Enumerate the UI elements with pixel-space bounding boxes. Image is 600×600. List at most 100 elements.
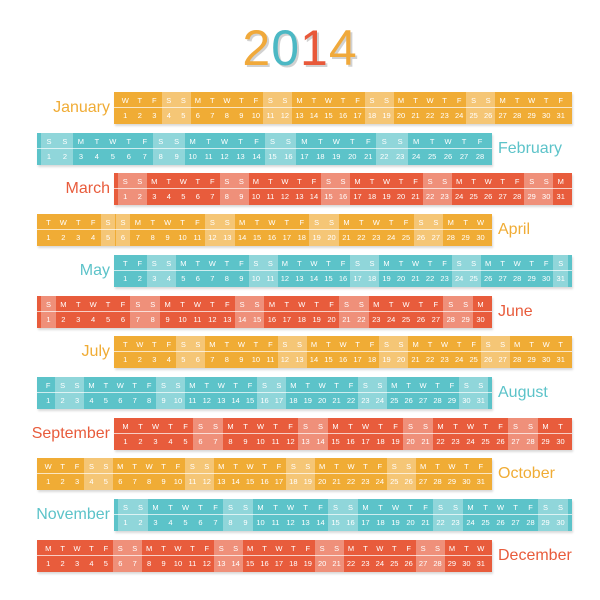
weekday-letter: M — [60, 299, 67, 309]
day-cell: S 26 — [413, 214, 429, 247]
day-cell: F 11 — [190, 214, 205, 246]
weekday-letter: T — [334, 462, 339, 472]
day-number: 26 — [496, 518, 505, 527]
weekday-letter: F — [288, 421, 293, 431]
day-number: 24 — [454, 355, 464, 365]
day-cell: T 29 — [458, 214, 473, 246]
weekday-letter: M — [332, 421, 339, 431]
day-number: 4 — [168, 518, 173, 527]
day-cell: W 29 — [445, 458, 459, 490]
month-label-december: December — [498, 546, 572, 564]
weekday-letter: S — [542, 503, 548, 512]
day-cell: W 26 — [440, 133, 456, 165]
weekday-letter: T — [314, 299, 319, 309]
day-cell: M 22 — [344, 540, 358, 572]
day-cell: T 11 — [268, 499, 283, 531]
weekday-letter: M — [343, 218, 350, 228]
weekday-letter: T — [168, 503, 173, 512]
day-number: 14 — [231, 395, 240, 405]
weekday-letter: T — [210, 299, 215, 309]
day-cell: T 15 — [321, 336, 336, 368]
day-number: 28 — [446, 233, 455, 243]
day-number: 28 — [513, 192, 522, 202]
day-number: 11 — [266, 111, 275, 120]
weekday-letter: S — [527, 421, 533, 431]
day-cell: S 29 — [538, 499, 553, 531]
day-number: 4 — [166, 355, 171, 365]
weekday-letter: T — [427, 340, 433, 350]
day-cell: M 29 — [445, 540, 459, 572]
day-number: 17 — [353, 273, 362, 283]
day-cell: S 12 — [277, 92, 293, 124]
day-number: 6 — [195, 273, 200, 283]
day-cell: S 13 — [214, 539, 229, 572]
day-number: 7 — [210, 273, 215, 283]
day-cell: T 28 — [430, 377, 444, 409]
day-cell: S 26 — [401, 458, 416, 491]
weekday-letter: W — [310, 258, 318, 268]
day-cell: T 13 — [292, 255, 307, 287]
weekday-letter: F — [329, 299, 334, 309]
weekday-letter: S — [276, 380, 282, 390]
day-number: 5 — [183, 436, 188, 446]
weekday-letter: F — [478, 462, 484, 472]
day-number: 21 — [364, 151, 373, 161]
weekday-letter: S — [317, 421, 323, 431]
day-cell: W 12 — [217, 133, 233, 165]
day-number: 4 — [166, 111, 171, 120]
day-number: 23 — [372, 314, 381, 324]
day-number: 12 — [208, 233, 217, 243]
day-number: 22 — [346, 558, 356, 568]
day-cell: W 19 — [379, 173, 394, 205]
day-cell: S 27 — [495, 336, 510, 369]
day-number: 4 — [166, 192, 171, 202]
day-number: 21 — [411, 273, 420, 283]
weekday-letter: M — [152, 503, 159, 512]
day-number: 1 — [123, 192, 128, 202]
weekday-letter: W — [286, 503, 295, 512]
weekday-letter: F — [210, 177, 215, 187]
weekday-letter: T — [94, 136, 100, 146]
day-cell: S 12 — [199, 458, 215, 491]
day-cell: M 25 — [387, 377, 401, 409]
day-number: 15 — [245, 558, 255, 568]
weekday-letter: S — [381, 136, 387, 146]
weekday-letter: W — [121, 96, 129, 105]
month-band-february: S 1 S 2 M 3 T 4 W 5 T 6 F 7 S 8 S 9 M 10 T 11 W 12 T 13 F 14 S 15 S 16 M… — [37, 132, 492, 165]
day-number: 2 — [61, 314, 66, 324]
day-number: 15 — [252, 233, 262, 243]
day-cell: W 26 — [493, 499, 508, 531]
day-cell: F 15 — [243, 377, 257, 409]
weekday-letter: S — [558, 258, 564, 268]
weekday-letter: S — [269, 136, 275, 146]
day-cell: W 16 — [336, 336, 351, 368]
weekday-letter: S — [137, 177, 143, 187]
day-cell: T 20 — [403, 499, 418, 531]
weekday-letter: S — [254, 299, 260, 309]
day-cell: F 28 — [510, 173, 525, 205]
day-number: 20 — [396, 273, 406, 283]
weekday-letter: M — [447, 218, 454, 228]
day-cell: M 18 — [286, 377, 300, 409]
month-band-november: S 1 S 2 M 3 T 4 W 5 T 6 F 7 S 8 S 9 M 10 T 11 W 12 T 13 F 14 S 15 S 16 M… — [114, 499, 572, 531]
day-cell: T 16 — [336, 92, 351, 124]
weekday-letter: S — [122, 177, 128, 187]
day-number: 15 — [324, 111, 333, 120]
day-cell: F 21 — [418, 499, 433, 531]
weekday-letter: S — [334, 543, 340, 553]
weekday-letter: T — [326, 340, 331, 350]
weekday-letter: S — [485, 340, 491, 350]
day-number: 14 — [231, 558, 240, 568]
day-cell: F 21 — [408, 173, 423, 205]
day-number: 5 — [181, 273, 186, 283]
